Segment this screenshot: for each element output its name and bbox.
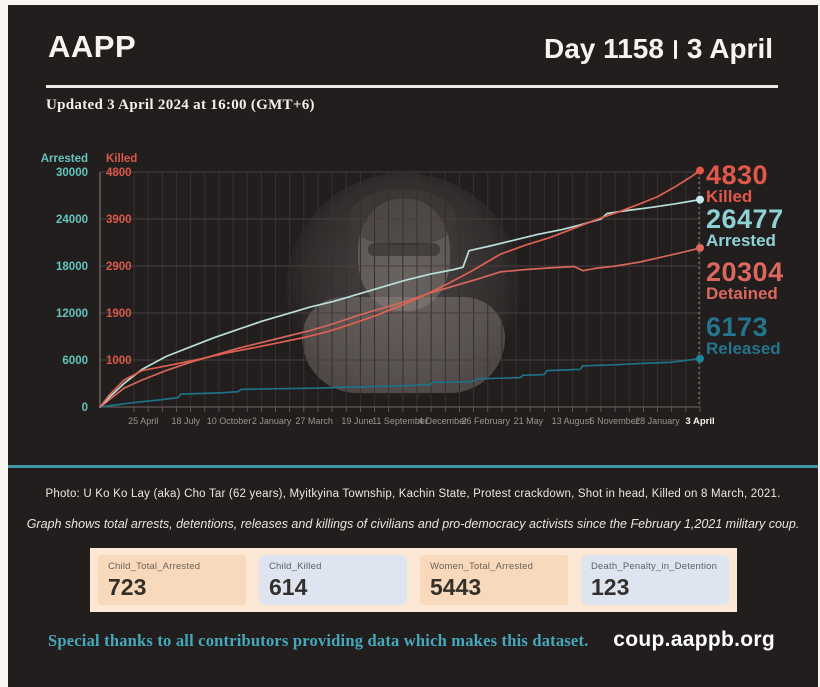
killed-total: 4830 — [706, 160, 769, 190]
divider-bar — [673, 39, 677, 59]
website-url: coup.aappb.org — [613, 628, 775, 651]
svg-text:6000: 6000 — [62, 355, 88, 367]
svg-text:21 May: 21 May — [514, 416, 544, 426]
stat-child-total-arrested: Child_Total_Arrested 723 — [98, 555, 246, 605]
day-counter: Day 1158 3 April — [544, 33, 773, 65]
day-label: Day 1158 — [544, 33, 664, 64]
end-label-arrested: 26477 Arrested — [706, 204, 784, 250]
updated-timestamp: Updated 3 April 2024 at 16:00 (GMT+6) — [46, 97, 315, 113]
line-chart: Arrested Killed 30000 24000 18000 12000 6000 0 4… — [41, 153, 715, 427]
teal-separator — [8, 465, 818, 468]
svg-text:1900: 1900 — [106, 308, 132, 320]
svg-text:27 March: 27 March — [295, 416, 333, 426]
svg-text:26 February: 26 February — [462, 416, 511, 426]
svg-text:3 April: 3 April — [685, 416, 714, 427]
stat-label: Women_Total_Arrested — [430, 561, 534, 572]
header: AAPP Day 1158 3 April — [48, 29, 773, 65]
date-label: 3 April — [686, 33, 773, 64]
svg-text:0: 0 — [82, 402, 88, 414]
stat-value: 123 — [591, 574, 630, 600]
svg-text:24000: 24000 — [56, 214, 88, 226]
photo-caption: Photo: U Ko Ko Lay (aka) Cho Tar (62 yea… — [45, 488, 781, 500]
svg-text:4800: 4800 — [106, 167, 132, 179]
end-label-killed: 4830 Killed — [706, 160, 769, 206]
stat-women-total-arrested: Women_Total_Arrested 5443 — [420, 555, 568, 605]
svg-text:10 October: 10 October — [207, 416, 252, 426]
stats-strip: Child_Total_Arrested 723 Child_Killed 61… — [90, 548, 737, 612]
stat-child-killed: Child_Killed 614 — [259, 555, 407, 605]
org-logo: AAPP — [48, 29, 137, 64]
thanks-text: Special thanks to all contributors provi… — [48, 631, 589, 650]
svg-text:3900: 3900 — [106, 214, 132, 226]
svg-text:Killed: Killed — [106, 153, 137, 165]
stat-value: 5443 — [430, 574, 482, 600]
svg-text:2 January: 2 January — [252, 416, 292, 426]
svg-text:18 July: 18 July — [172, 416, 201, 426]
end-label-detained: 20304 Detained — [706, 257, 784, 303]
svg-text:12000: 12000 — [56, 308, 88, 320]
svg-text:Arrested: Arrested — [41, 153, 88, 165]
svg-text:13 August: 13 August — [552, 416, 593, 426]
svg-text:28 January: 28 January — [635, 416, 680, 426]
arrested-total: 26477 — [706, 204, 784, 234]
svg-text:2900: 2900 — [106, 261, 132, 273]
svg-text:30000: 30000 — [56, 167, 88, 179]
stat-label: Death_Penalty_in_Detention — [591, 561, 718, 572]
stat-death-penalty-in-detention: Death_Penalty_in_Detention 123 — [581, 555, 729, 605]
released-total: 6173 — [706, 312, 769, 342]
footer: Special thanks to all contributors provi… — [48, 628, 775, 652]
photo-glasses — [368, 243, 440, 256]
stat-label: Child_Total_Arrested — [108, 561, 201, 572]
svg-text:18000: 18000 — [56, 261, 88, 273]
stat-value: 614 — [269, 574, 308, 600]
end-label-released: 6173 Released — [706, 312, 781, 358]
stat-label: Child_Killed — [269, 561, 322, 572]
header-rule — [46, 85, 778, 88]
svg-text:25 April: 25 April — [128, 416, 158, 426]
infographic-card: AAPP Day 1158 3 April Updated 3 April 20… — [8, 5, 818, 687]
graph-note: Graph shows total arrests, detentions, r… — [26, 517, 800, 531]
svg-text:4 December: 4 December — [418, 416, 467, 426]
svg-text:1000: 1000 — [106, 355, 132, 367]
svg-text:19 June: 19 June — [341, 416, 373, 426]
detained-total: 20304 — [706, 257, 784, 287]
stat-value: 723 — [108, 574, 147, 600]
svg-text:11 September: 11 September — [372, 416, 428, 426]
svg-text:5 November: 5 November — [590, 416, 639, 426]
